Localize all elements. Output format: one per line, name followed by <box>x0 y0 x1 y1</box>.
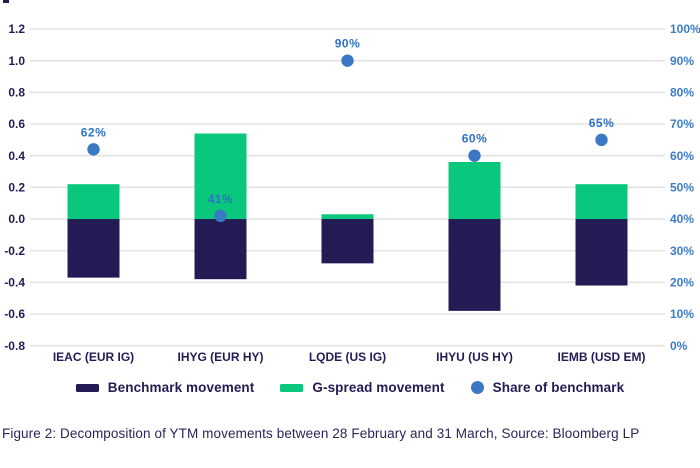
share-dot <box>595 133 608 147</box>
right-axis-tick-label: 40% <box>670 212 694 226</box>
share-point-label: 65% <box>589 116 615 130</box>
category-label: IHYU (US HY) <box>436 350 513 364</box>
category-label: LQDE (US IG) <box>309 350 386 364</box>
left-axis-tick-label: 0.6 <box>8 117 25 131</box>
right-axis-tick-label: 60% <box>670 149 694 163</box>
gspread-swatch-icon <box>280 383 304 392</box>
legend-label-gspread: G-spread movement <box>312 380 445 395</box>
share-point-label: 41% <box>208 192 234 206</box>
category-label: IEAC (EUR IG) <box>53 350 134 364</box>
right-axis-tick-label: 0% <box>670 339 688 353</box>
legend-item-benchmark: Benchmark movement <box>75 380 255 395</box>
gspread-bar <box>194 133 247 220</box>
right-axis-tick-label: 50% <box>670 181 694 195</box>
right-axis-tick-label: 30% <box>670 244 694 258</box>
top-left-crop-artifact <box>3 0 9 3</box>
figure-caption: Figure 2: Decomposition of YTM movements… <box>2 426 640 441</box>
left-axis-tick-label: -0.8 <box>4 339 25 353</box>
share-dot <box>214 209 227 223</box>
right-axis-tick-label: 70% <box>670 117 694 131</box>
right-axis-tick-label: 90% <box>670 54 694 68</box>
share-point-label: 60% <box>462 132 488 146</box>
left-axis-tick-label: 1.0 <box>8 54 25 68</box>
benchmark-bar <box>321 219 374 264</box>
gspread-bar <box>321 214 374 220</box>
right-axis-tick-label: 10% <box>670 307 694 321</box>
share-dot <box>87 143 100 156</box>
benchmark-swatch-icon <box>75 383 99 392</box>
ytm-decomposition-plot: 1.2 1.0 0.8 0.6 0.4 0.2 0.0 -0.2 -0.4 -0.6 -0.8 100… <box>4 22 700 364</box>
benchmark-bar <box>194 219 247 280</box>
legend-label-share: Share of benchmark <box>492 380 625 395</box>
left-axis-tick-label: 0.8 <box>8 86 25 100</box>
benchmark-bar <box>67 219 120 278</box>
left-axis-tick-label: -0.4 <box>4 276 25 290</box>
left-axis-tick-label: 0.0 <box>8 212 25 226</box>
share-point-label: 90% <box>335 37 361 51</box>
left-axis-tick-label: 1.2 <box>8 22 25 36</box>
gspread-bar <box>67 184 120 220</box>
category-label: IEMB (USD EM) <box>558 350 646 364</box>
gspread-bar <box>575 184 628 220</box>
benchmark-bar <box>448 219 501 311</box>
legend-label-benchmark: Benchmark movement <box>107 380 255 395</box>
gspread-bar <box>448 162 501 220</box>
share-swatch-icon <box>470 381 484 394</box>
left-axis-tick-label: -0.6 <box>4 307 25 321</box>
legend-item-gspread: G-spread movement <box>280 380 445 395</box>
category-label: IHYG (EUR HY) <box>177 350 263 364</box>
share-point-label: 62% <box>81 125 107 139</box>
share-dot <box>468 149 481 162</box>
left-axis-tick-label: 0.2 <box>8 181 25 195</box>
share-dot <box>341 54 354 67</box>
right-axis-tick-label: 100% <box>670 22 700 36</box>
left-axis-tick-label: -0.2 <box>4 244 25 258</box>
legend-item-share: Share of benchmark <box>470 380 625 395</box>
right-axis-tick-label: 80% <box>670 86 694 100</box>
legend: Benchmark movement G-spread movement Sha… <box>0 380 700 395</box>
left-axis-tick-label: 0.4 <box>8 149 25 163</box>
benchmark-bar <box>575 219 628 286</box>
right-axis-tick-label: 20% <box>670 276 694 290</box>
